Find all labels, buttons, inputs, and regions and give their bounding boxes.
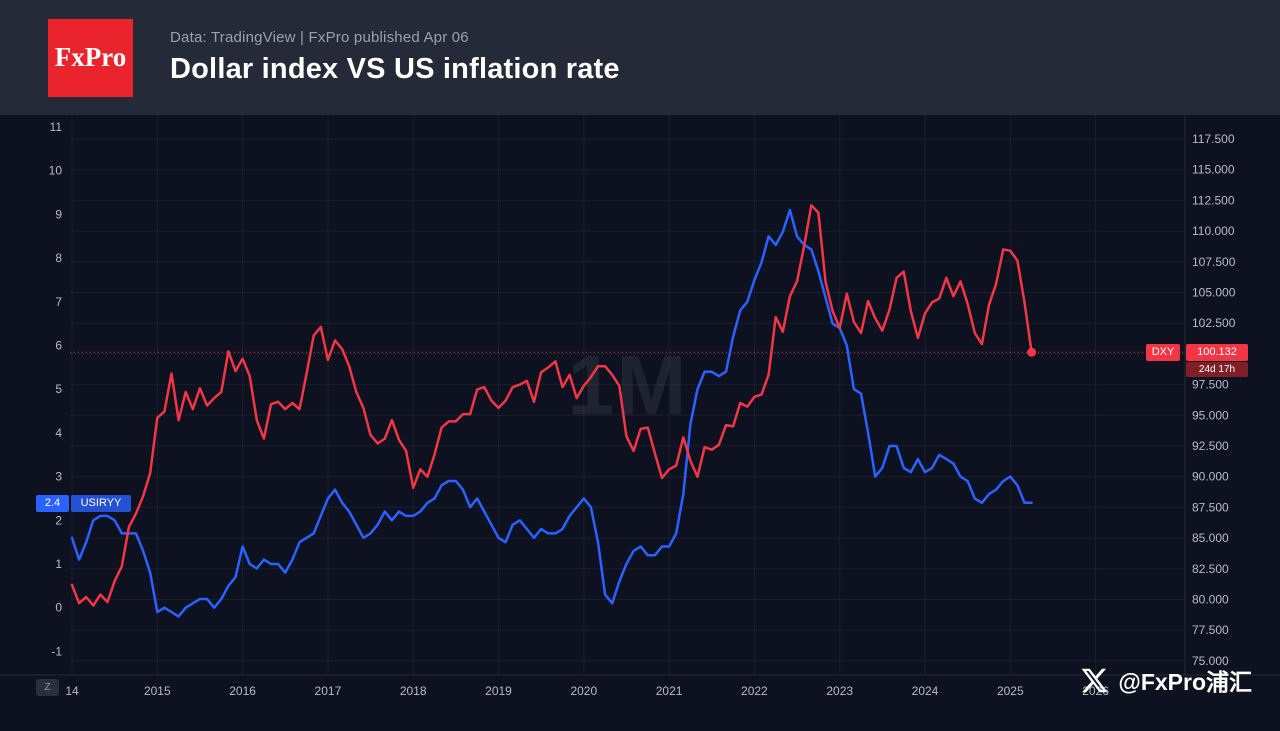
svg-text:105.000: 105.000 xyxy=(1192,286,1236,300)
svg-text:92.500: 92.500 xyxy=(1192,439,1229,453)
svg-text:2019: 2019 xyxy=(485,684,512,698)
grid xyxy=(70,115,1185,675)
svg-text:2024: 2024 xyxy=(912,684,939,698)
svg-text:2018: 2018 xyxy=(400,684,427,698)
svg-text:14: 14 xyxy=(65,684,79,698)
svg-text:2: 2 xyxy=(55,513,62,527)
svg-text:2025: 2025 xyxy=(997,684,1024,698)
page-title: Dollar index VS US inflation rate xyxy=(170,53,620,85)
chart-canvas[interactable]: 11109876543210-1117.500115.000112.500110… xyxy=(0,115,1280,731)
header: FxPro Data: TradingView | FxPro publishe… xyxy=(0,0,1280,115)
svg-text:6: 6 xyxy=(55,339,62,353)
social-watermark: @FxPro浦汇 xyxy=(1080,663,1252,697)
chart-area[interactable]: 1M 11 10 9 8 7 6 5 4 3 2 1 0 -1 117.500 115.000 112.500… xyxy=(0,115,1280,731)
svg-text:75.000: 75.000 xyxy=(1192,654,1229,668)
svg-text:2017: 2017 xyxy=(315,684,342,698)
chart-watermark: 1M xyxy=(567,338,689,432)
svg-text:80.000: 80.000 xyxy=(1192,593,1229,607)
svg-text:3: 3 xyxy=(55,470,62,484)
svg-text:107.500: 107.500 xyxy=(1192,255,1236,269)
svg-text:87.500: 87.500 xyxy=(1192,500,1229,514)
svg-text:110.000: 110.000 xyxy=(1192,224,1235,238)
svg-text:2022: 2022 xyxy=(741,684,768,698)
svg-text:1: 1 xyxy=(55,557,62,571)
social-handle: @FxPro浦汇 xyxy=(1118,669,1252,695)
dxy-countdown-badge: 24d 17h xyxy=(1186,362,1248,378)
usiryy-value-badge: 2.4 xyxy=(36,494,69,512)
svg-text:82.500: 82.500 xyxy=(1192,562,1229,576)
svg-text:4: 4 xyxy=(55,426,62,440)
svg-text:2015: 2015 xyxy=(144,684,171,698)
svg-text:115.000: 115.000 xyxy=(1192,163,1235,177)
time-axis[interactable]: 14 2015 2016 2017 2018 2019 2020 2021 2022 2023 20… xyxy=(65,684,1109,698)
svg-text:9: 9 xyxy=(55,207,62,221)
svg-text:-1: -1 xyxy=(51,644,62,658)
svg-text:117.500: 117.500 xyxy=(1192,132,1235,146)
chart-source-info: Data: TradingView | FxPro published Apr … xyxy=(170,29,469,46)
fxpro-logo-text: FxPro xyxy=(54,42,127,72)
series-line-usiryy xyxy=(70,208,1033,618)
svg-text:2021: 2021 xyxy=(656,684,683,698)
svg-text:2020: 2020 xyxy=(570,684,597,698)
svg-text:2023: 2023 xyxy=(826,684,853,698)
svg-text:77.500: 77.500 xyxy=(1192,623,1229,637)
x-logo-icon xyxy=(1081,668,1108,692)
fxpro-logo: FxPro xyxy=(48,18,133,97)
svg-text:5: 5 xyxy=(55,382,62,396)
svg-text:112.500: 112.500 xyxy=(1192,193,1235,207)
svg-text:11: 11 xyxy=(50,120,63,134)
svg-text:85.000: 85.000 xyxy=(1192,531,1229,545)
svg-text:10: 10 xyxy=(49,164,63,178)
header-text: Data: TradingView | FxPro published Apr … xyxy=(170,29,620,86)
dxy-label-badge: DXY xyxy=(1146,344,1180,362)
usiryy-label-badge: USIRYY xyxy=(71,494,131,512)
svg-text:90.000: 90.000 xyxy=(1192,470,1229,484)
svg-text:7: 7 xyxy=(55,295,62,309)
svg-text:97.500: 97.500 xyxy=(1192,378,1229,392)
svg-text:2016: 2016 xyxy=(229,684,256,698)
series-line-dxy xyxy=(70,204,1033,607)
dxy-price-badge: 100.132 xyxy=(1186,344,1248,362)
svg-text:8: 8 xyxy=(55,251,62,265)
svg-text:0: 0 xyxy=(55,601,62,615)
last-price-dot xyxy=(1027,347,1037,357)
right-price-axis[interactable]: 117.500 115.000 112.500 110.000 107.500 105.0… xyxy=(1192,132,1236,668)
svg-text:95.000: 95.000 xyxy=(1192,408,1229,422)
timezone-button[interactable]: Z xyxy=(36,679,59,696)
svg-text:102.500: 102.500 xyxy=(1192,316,1236,330)
